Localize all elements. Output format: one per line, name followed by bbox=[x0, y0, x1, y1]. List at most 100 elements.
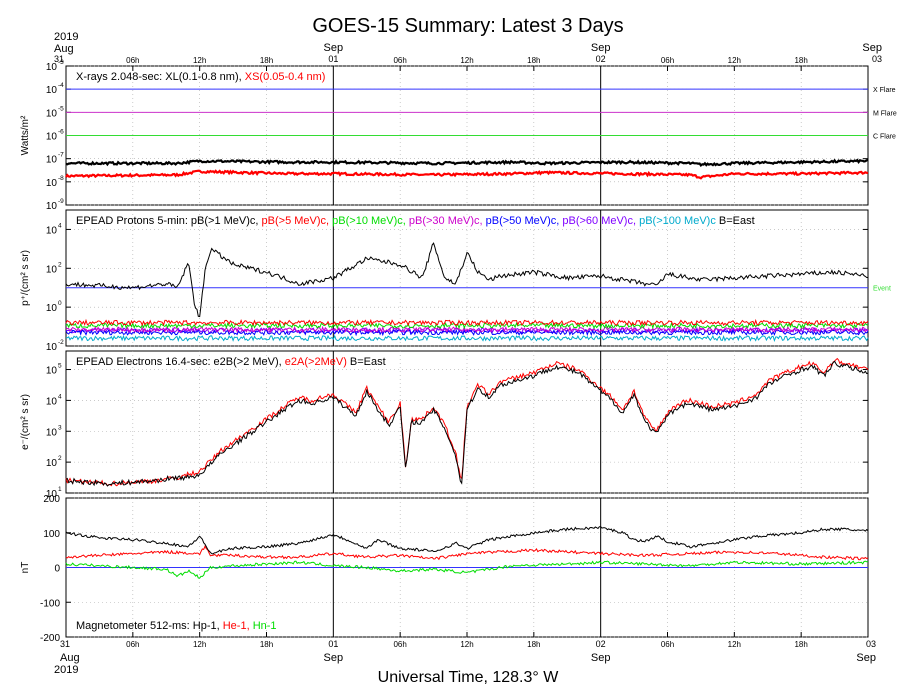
top-month-label: Sep bbox=[324, 42, 344, 54]
top-month-label: Aug bbox=[54, 43, 74, 55]
y-tick-exponent: -2 bbox=[58, 339, 64, 346]
series-pb-5-mev-c bbox=[65, 318, 869, 327]
bottom-day-label: 31 bbox=[60, 639, 70, 649]
bottom-month-label: Sep bbox=[856, 652, 876, 664]
y-tick-label: 100 bbox=[43, 529, 60, 540]
y-tick-exponent: -7 bbox=[58, 152, 64, 159]
bottom-day-label: 02 bbox=[596, 639, 606, 649]
series-xl-0-1-0-8-nm- bbox=[65, 158, 869, 167]
legend-entry: pB(>100 MeV)c bbox=[639, 215, 719, 227]
y-tick-exponent: -5 bbox=[58, 105, 64, 112]
y-tick-label: -100 bbox=[40, 598, 60, 609]
y-tick-label: 10 bbox=[46, 132, 58, 143]
legend-entry: pB(>10 MeV)c, bbox=[332, 215, 409, 227]
y-tick-label: 10 bbox=[46, 264, 58, 275]
y-axis-label: nT bbox=[20, 562, 31, 574]
top-month-label: Sep bbox=[591, 42, 611, 54]
legend-entry: pB(>50 MeV)c, bbox=[486, 215, 563, 227]
series-pb-100-mev-c bbox=[65, 334, 869, 343]
x-axis-label: Universal Time, 128.3° W bbox=[378, 669, 560, 686]
legend-entry: pB(>30 MeV)c, bbox=[409, 215, 486, 227]
y-tick-exponent: -8 bbox=[58, 175, 64, 182]
legend-entry: B=East bbox=[719, 215, 755, 227]
top-day-label: 03 bbox=[872, 54, 882, 64]
y-tick-exponent: 2 bbox=[58, 455, 62, 462]
top-hour-label: 12h bbox=[728, 56, 741, 65]
top-hour-label: 12h bbox=[193, 56, 206, 65]
y-tick-exponent: 3 bbox=[58, 424, 62, 431]
y-tick-label: 10 bbox=[46, 201, 58, 212]
bottom-month-label: Sep bbox=[591, 652, 611, 664]
y-tick-label: 10 bbox=[46, 155, 58, 166]
chart-title: GOES-15 Summary: Latest 3 Days bbox=[312, 15, 623, 37]
panel-magnetometer: 200 100 0 -100 -200 Magnetometer 512-ms: Hp-1… bbox=[20, 494, 869, 644]
y-axis-label: p⁺/(cm² s sr) bbox=[20, 250, 31, 306]
y-axis-label: Watts/m² bbox=[20, 115, 31, 155]
series-xs-0-05-0-4-nm- bbox=[65, 169, 869, 180]
bottom-month-label: Aug bbox=[60, 652, 80, 664]
legend-entry: EPEAD Electrons 16.4-sec: e2B(>2 MeV), bbox=[76, 356, 285, 368]
legend-entry: He-1, bbox=[223, 620, 253, 632]
y-tick-label: 10 bbox=[46, 108, 58, 119]
series-he-1 bbox=[65, 545, 869, 561]
y-tick-exponent: 0 bbox=[58, 300, 62, 307]
y-tick-label: 200 bbox=[43, 494, 60, 505]
y-tick-exponent: -6 bbox=[58, 129, 64, 136]
y-tick-label: 10 bbox=[46, 458, 58, 469]
bottom-hour-label: 12h bbox=[728, 640, 741, 649]
y-tick-label: 10 bbox=[46, 396, 58, 407]
y-tick-label: 10 bbox=[46, 62, 58, 73]
panel-legend: Magnetometer 512-ms: Hp-1, He-1, Hn-1 bbox=[76, 620, 277, 632]
y-tick-label: 10 bbox=[46, 489, 58, 500]
threshold-label: X Flare bbox=[873, 87, 896, 94]
threshold-label: Event bbox=[873, 286, 891, 293]
legend-entry: pB(>60 MeV)c, bbox=[562, 215, 639, 227]
y-tick-label: 0 bbox=[54, 564, 60, 575]
series-hn-1 bbox=[65, 560, 869, 579]
series-pb-50-mev-c bbox=[65, 328, 869, 337]
legend-entry: EPEAD Protons 5-min: pB(>1 MeV)c, bbox=[76, 215, 262, 227]
y-tick-label: 10 bbox=[46, 303, 58, 314]
bottom-hour-label: 12h bbox=[460, 640, 473, 649]
top-year-label: 2019 bbox=[54, 31, 78, 43]
bottom-hour-label: 06h bbox=[126, 640, 139, 649]
y-tick-exponent: -3 bbox=[58, 59, 64, 66]
top-hour-label: 18h bbox=[260, 56, 273, 65]
series-pb-30-mev-c bbox=[65, 325, 869, 334]
bottom-hour-label: 18h bbox=[260, 640, 273, 649]
bottom-day-label: 03 bbox=[866, 639, 876, 649]
y-tick-exponent: 4 bbox=[58, 393, 62, 400]
legend-entry: Magnetometer 512-ms: Hp-1, bbox=[76, 620, 223, 632]
bottom-month-label: Sep bbox=[324, 652, 344, 664]
panel-legend: EPEAD Electrons 16.4-sec: e2B(>2 MeV), e… bbox=[76, 356, 386, 368]
y-tick-exponent: 5 bbox=[58, 363, 62, 370]
y-tick-label: 10 bbox=[46, 178, 58, 189]
top-day-label: 02 bbox=[596, 54, 606, 64]
series-pb-10-mev-c bbox=[65, 321, 869, 330]
series-pb-1-mev-c bbox=[65, 242, 868, 318]
top-day-label: 31 bbox=[54, 54, 64, 64]
y-tick-exponent: -9 bbox=[58, 198, 64, 205]
series-hp-1 bbox=[65, 526, 869, 555]
series-e2a-2mev- bbox=[65, 357, 869, 487]
top-hour-label: 12h bbox=[460, 56, 473, 65]
y-tick-label: 10 bbox=[46, 427, 58, 438]
threshold-label: M Flare bbox=[873, 110, 897, 117]
top-hour-label: 06h bbox=[661, 56, 674, 65]
legend-entry: XS(0.05-0.4 nm) bbox=[245, 71, 326, 83]
top-hour-label: 18h bbox=[794, 56, 807, 65]
y-tick-label: 10 bbox=[46, 342, 58, 353]
top-hour-label: 06h bbox=[393, 56, 406, 65]
bottom-hour-label: 18h bbox=[527, 640, 540, 649]
bottom-year-label: 2019 bbox=[54, 664, 78, 676]
time-axis: 06h 06h 12h 12h 18h 18h 06h 06h 12h 12h 18h 18h 06h 0… bbox=[54, 31, 882, 676]
y-tick-label: -200 bbox=[40, 633, 60, 644]
bottom-hour-label: 06h bbox=[661, 640, 674, 649]
bottom-hour-label: 12h bbox=[193, 640, 206, 649]
top-hour-label: 06h bbox=[126, 56, 139, 65]
bottom-hour-label: 06h bbox=[393, 640, 406, 649]
